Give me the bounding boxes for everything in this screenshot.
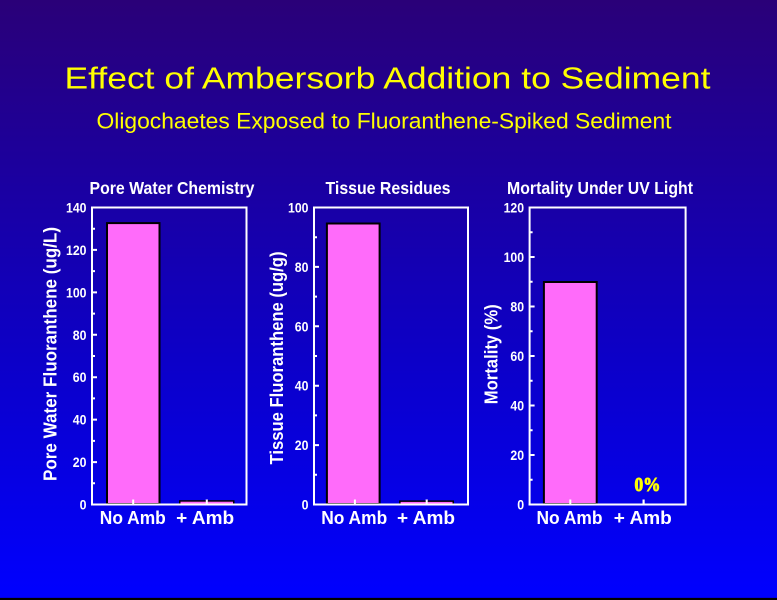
svg-text:40: 40 [73,412,87,428]
svg-text:20: 20 [73,454,87,470]
svg-text:No Amb: No Amb [537,508,603,528]
svg-text:40: 40 [295,378,309,394]
svg-text:80: 80 [73,327,87,343]
svg-text:No Amb: No Amb [100,508,166,528]
svg-text:Mortality Under UV Light: Mortality Under UV Light [507,178,693,198]
svg-text:0: 0 [80,497,87,513]
svg-text:0: 0 [517,497,524,513]
svg-text:Tissue Residues: Tissue Residues [326,178,451,198]
svg-text:0: 0 [302,497,309,513]
svg-text:100: 100 [66,284,87,300]
svg-text:100: 100 [504,249,525,265]
svg-text:60: 60 [73,369,87,385]
svg-text:40: 40 [510,398,524,414]
svg-text:Pore Water Chemistry: Pore Water Chemistry [90,178,255,198]
svg-text:+ Amb: + Amb [614,508,672,528]
svg-text:20: 20 [510,447,524,463]
svg-text:20: 20 [295,437,309,453]
svg-text:120: 120 [504,200,525,216]
svg-text:Tissue Fluoranthene (ug/g): Tissue Fluoranthene (ug/g) [267,252,287,465]
svg-text:0%: 0% [635,474,661,496]
svg-text:Oligochaetes Exposed to Fluora: Oligochaetes Exposed to Fluoranthene-Spi… [97,109,672,134]
svg-text:Mortality (%): Mortality (%) [482,304,502,404]
svg-text:Pore Water Fluoranthene (ug/L): Pore Water Fluoranthene (ug/L) [41,227,61,481]
svg-text:60: 60 [295,318,309,334]
svg-text:80: 80 [295,259,309,275]
svg-text:80: 80 [510,299,524,315]
svg-text:Effect of Ambersorb Addition t: Effect of Ambersorb Addition to Sediment [65,61,711,96]
svg-text:+ Amb: + Amb [397,508,455,528]
svg-text:No Amb: No Amb [321,508,387,528]
svg-text:120: 120 [66,242,87,258]
svg-text:60: 60 [510,348,524,364]
svg-text:140: 140 [66,200,87,216]
svg-text:+ Amb: + Amb [176,508,234,528]
svg-text:100: 100 [288,200,309,216]
